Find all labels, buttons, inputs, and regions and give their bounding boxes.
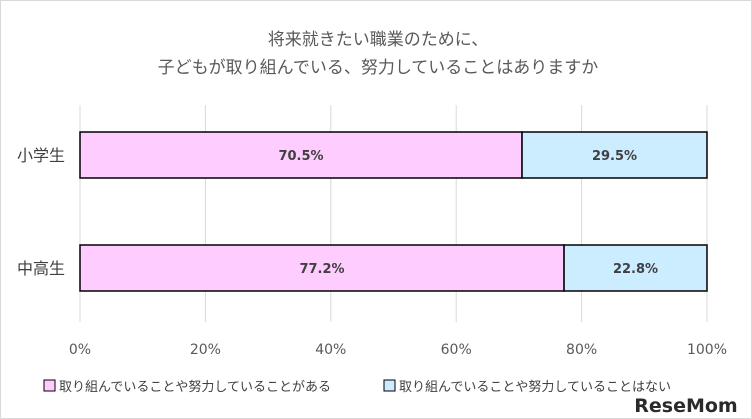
- data-label-0-series-1: 29.5%: [592, 149, 637, 164]
- watermark-backdrop: [624, 392, 748, 417]
- bar-1-series-1: [563, 244, 708, 292]
- legend-swatch-1: [383, 379, 396, 392]
- chart-title-line-2: 子どもが取り組んでいる、努力していることはありますか: [158, 58, 599, 78]
- legend: 取り組んでいることや努力していることがある 取り組んでいることや努力していることは…: [43, 379, 671, 395]
- data-label-1-series-1: 22.8%: [613, 262, 658, 277]
- bar-1-series-0: [79, 244, 565, 292]
- x-tick-label-2: 40%: [315, 342, 346, 358]
- bars: [79, 131, 708, 292]
- x-tick-label-1: 20%: [190, 342, 221, 358]
- x-axis-ticks: 0% 20% 40% 60% 80% 100%: [69, 342, 727, 358]
- watermark-text: ReseMom: [634, 395, 737, 417]
- watermark-logo: ReseMom: [624, 392, 748, 417]
- x-tick-label-0: 0%: [69, 342, 91, 358]
- legend-label-1: 取り組んでいることや努力していることはない: [399, 380, 671, 395]
- x-tick-label-3: 60%: [441, 342, 472, 358]
- legend-swatch-0: [43, 379, 56, 392]
- x-tick-label-4: 80%: [566, 342, 597, 358]
- chart-title-line-1: 将来就きたい職業のために、: [268, 30, 489, 50]
- category-label-1: 中高生: [17, 259, 65, 278]
- bar-0-series-1: [521, 131, 708, 179]
- legend-label-0: 取り組んでいることや努力していることがある: [59, 380, 331, 395]
- category-label-0: 小学生: [17, 146, 65, 165]
- data-label-0-series-0: 70.5%: [278, 149, 323, 164]
- x-tick-label-5: 100%: [687, 342, 727, 358]
- chart-title: 将来就きたい職業のために、子どもが取り組んでいる、努力していることはありますか: [158, 30, 599, 78]
- data-label-1-series-0: 77.2%: [299, 262, 344, 277]
- data-labels: 70.5% 29.5% 77.2% 22.8%: [278, 149, 658, 277]
